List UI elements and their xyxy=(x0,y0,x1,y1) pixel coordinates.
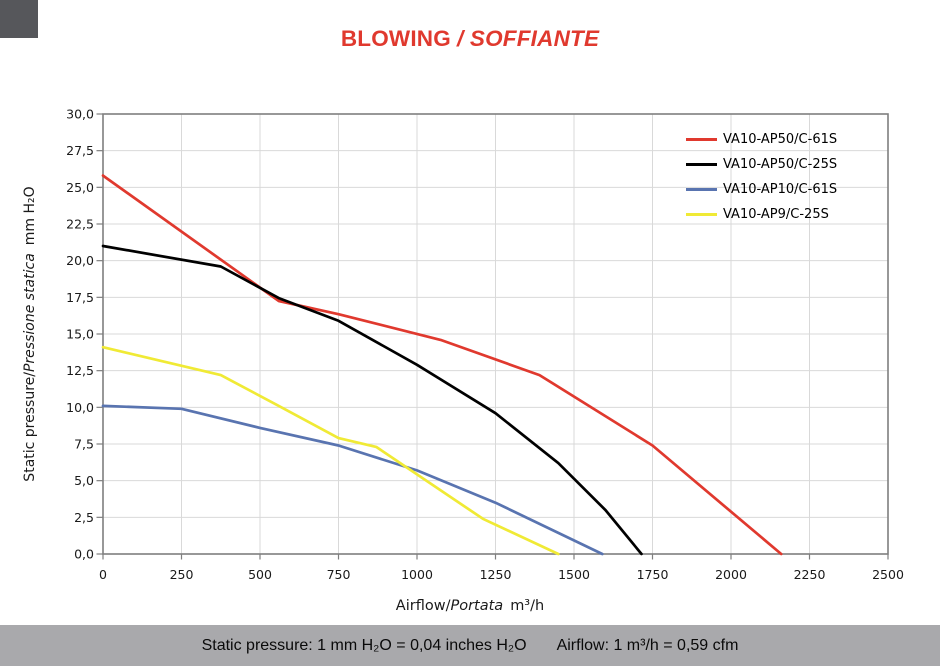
footer-airflow: Airflow: 1 m³/h = 0,59 cfm xyxy=(556,636,739,654)
x-tick-label: 0 xyxy=(99,567,107,582)
legend-line-swatch xyxy=(686,138,717,141)
y-tick-label: 20,0 xyxy=(66,253,94,268)
series-line xyxy=(101,244,643,556)
corner-mark xyxy=(0,0,38,38)
x-axis-title: Airflow/Portata m³/h xyxy=(0,598,940,614)
legend-label: VA10-AP50/C-25S xyxy=(723,157,838,172)
legend-item: VA10-AP10/C-61S xyxy=(686,177,837,202)
y-axis-title-plain: Static pressure/ xyxy=(22,372,38,482)
x-tick-label: 1500 xyxy=(558,567,590,582)
y-tick-label: 30,0 xyxy=(66,107,94,122)
footer-bar: Static pressure: 1 mm H₂O = 0,04 inches … xyxy=(0,625,940,666)
chart-title-upright: BLOWING xyxy=(340,26,451,51)
legend-label: VA10-AP50/C-61S xyxy=(723,132,838,147)
chart-title: BLOWING / SOFFIANTE xyxy=(0,26,940,52)
y-axis-title-italic: Pressione statica xyxy=(22,253,38,373)
x-tick-label: 2500 xyxy=(872,567,904,582)
legend: VA10-AP50/C-61S VA10-AP50/C-25S VA10-AP10/… xyxy=(686,127,837,227)
x-tick-label: 2000 xyxy=(715,567,747,582)
y-tick-label: 15,0 xyxy=(66,327,94,342)
y-axis-title-unit: mm H₂O xyxy=(22,186,38,246)
y-tick-label: 7,5 xyxy=(74,437,94,452)
x-axis-title-plain: Airflow/ xyxy=(395,598,451,614)
series-line xyxy=(101,345,560,556)
legend-line-swatch xyxy=(686,213,717,216)
legend-label: VA10-AP10/C-61S xyxy=(723,182,838,197)
series-line xyxy=(101,174,783,556)
x-tick-label: 1750 xyxy=(637,567,669,582)
y-tick-label: 27,5 xyxy=(66,143,94,158)
legend-line-swatch xyxy=(686,188,717,191)
x-axis-title-italic: Portata xyxy=(450,598,504,614)
series-line xyxy=(101,404,604,556)
legend-label: VA10-AP9/C-25S xyxy=(723,207,829,222)
y-tick-label: 5,0 xyxy=(74,473,94,488)
legend-item: VA10-AP9/C-25S xyxy=(686,202,837,227)
y-tick-label: 17,5 xyxy=(66,290,94,305)
x-tick-label: 250 xyxy=(170,567,194,582)
x-tick-label: 1250 xyxy=(480,567,512,582)
y-tick-label: 0,0 xyxy=(74,547,94,562)
y-tick-label: 22,5 xyxy=(66,217,94,232)
footer-static-pressure: Static pressure: 1 mm H₂O = 0,04 inches … xyxy=(201,636,527,654)
chart-title-italic: / SOFFIANTE xyxy=(456,26,600,51)
y-tick-label: 10,0 xyxy=(66,400,94,415)
legend-item: VA10-AP50/C-61S xyxy=(686,127,837,152)
y-tick-label: 25,0 xyxy=(66,180,94,195)
x-tick-label: 1000 xyxy=(401,567,433,582)
legend-item: VA10-AP50/C-25S xyxy=(686,152,837,177)
x-axis-title-unit: m³/h xyxy=(510,598,545,614)
x-tick-label: 750 xyxy=(327,567,351,582)
y-axis-title: Static pressure/Pressione statica mm H₂O xyxy=(22,186,38,481)
y-tick-label: 12,5 xyxy=(66,363,94,378)
x-tick-label: 2250 xyxy=(794,567,826,582)
line-chart: 0,0 2,5 5,0 7,5 10,0 12,5 15,0 17,5 20,0 22,5 25,0… xyxy=(66,107,904,583)
x-tick-label: 500 xyxy=(248,567,272,582)
legend-line-swatch xyxy=(686,163,717,166)
y-tick-label: 2,5 xyxy=(74,510,94,525)
